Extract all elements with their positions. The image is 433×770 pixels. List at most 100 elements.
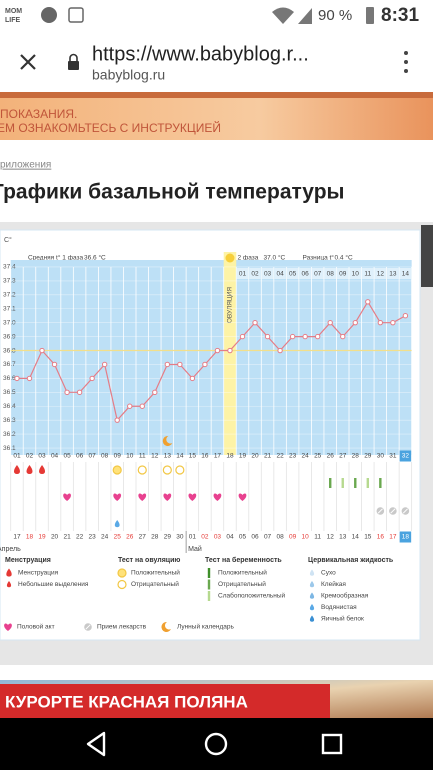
day-label: 12 — [151, 453, 159, 460]
home-button[interactable] — [204, 732, 228, 756]
phase2-day-label: 02 — [251, 271, 259, 278]
phase2-day-cell — [336, 268, 349, 279]
temperature-point — [101, 361, 108, 368]
day-label: 23 — [289, 453, 297, 460]
menu-button[interactable] — [404, 51, 408, 73]
temperature-point — [51, 361, 58, 368]
legend-icon — [161, 621, 171, 632]
diff-value: 0.4 °C — [335, 254, 353, 262]
y-unit: С° — [4, 236, 12, 244]
phase2-day-label: 09 — [339, 271, 347, 278]
date-label: 21 — [63, 534, 71, 541]
y-tick-label: 36.8 — [3, 347, 16, 354]
ovulation-label: ОВУЛЯЦИЯ — [227, 287, 234, 324]
temperature-point — [152, 389, 158, 396]
banner-text: ПОКАЗАНИЯ. — [0, 107, 77, 121]
banner[interactable] — [0, 98, 433, 140]
close-button[interactable] — [20, 54, 36, 70]
phase2-day-label: 04 — [276, 271, 284, 278]
phase1-value: 36.6 °C — [84, 254, 106, 262]
temperature-point — [314, 333, 321, 340]
today-day-box — [399, 450, 412, 462]
day-label: 03 — [38, 453, 46, 460]
day-label: 28 — [352, 453, 360, 460]
day-label: 24 — [302, 453, 310, 460]
y-tick-label: 37.2 — [3, 292, 16, 299]
legend-item: Менструация — [18, 570, 59, 577]
phase2-day-label: 14 — [402, 271, 410, 278]
nav-bar — [0, 718, 433, 770]
phase2-day-cell — [261, 268, 274, 279]
menstruation-mark — [13, 465, 20, 474]
day-label: 20 — [251, 453, 259, 460]
medicine-mark-slash — [402, 508, 408, 514]
temperature-point — [139, 403, 145, 409]
legend-title: Цервикальная жидкость — [308, 557, 394, 564]
date-label: 18 — [26, 534, 34, 541]
sex-mark — [238, 493, 247, 501]
recents-button[interactable] — [321, 733, 343, 755]
medicine-mark-slash — [377, 508, 383, 514]
breadcrumb[interactable]: риложения — [0, 160, 51, 171]
phase1-label: Средняя t° 1 фаза — [28, 254, 84, 262]
temperature-point — [164, 361, 171, 368]
day-label: 21 — [264, 453, 272, 460]
temperature-point — [177, 361, 183, 368]
day-label: 14 — [176, 453, 184, 460]
temperature-point — [402, 313, 409, 319]
diff-label: Разница t° — [303, 254, 335, 262]
phase2-day-label: 01 — [239, 271, 247, 278]
day-label: 22 — [276, 453, 284, 460]
y-tick-label: 36.1 — [3, 445, 16, 452]
legend-item: Кремообразная — [321, 592, 369, 600]
temperature-line — [16, 300, 406, 422]
y-tick-label: 36.6 — [3, 375, 16, 382]
page-title: Графики базальной температуры — [0, 181, 344, 204]
sex-mark — [213, 493, 222, 501]
wifi-icon — [272, 7, 294, 24]
sex-mark — [163, 493, 172, 501]
day-label: 18 — [226, 453, 234, 460]
date-label: 03 — [214, 534, 222, 541]
date-label: 24 — [101, 534, 109, 541]
phase2-day-cell — [362, 268, 374, 279]
app-name: MOM — [5, 8, 22, 15]
date-label: 05 — [239, 534, 247, 541]
day-label: 29 — [364, 453, 372, 460]
day-label: 05 — [63, 453, 71, 460]
clock: 8:31 — [381, 5, 419, 26]
domain: babyblog.ru — [92, 67, 165, 83]
legend-item: Небольшие выделения — [18, 580, 89, 588]
temperature-point — [365, 299, 371, 305]
date-label: 16 — [377, 534, 385, 541]
temperature-point — [189, 375, 196, 382]
date-label: 08 — [276, 534, 284, 541]
temperature-point — [202, 361, 208, 368]
temperature-point — [352, 319, 358, 326]
day-label: 16 — [201, 453, 209, 460]
legend-icon — [309, 581, 315, 588]
temperature-point — [377, 319, 384, 326]
date-label: 06 — [251, 534, 259, 541]
temperature-point — [264, 333, 271, 340]
temperature-point — [327, 319, 333, 326]
ad-banner[interactable] — [0, 684, 330, 718]
day-label: 19 — [239, 453, 247, 460]
legend-title: Менструация — [5, 557, 51, 564]
legend-item: Отрицательный — [131, 580, 179, 588]
temperature-point — [277, 347, 283, 354]
legend-item: Яичный белок — [321, 615, 364, 623]
phase2-day-cell — [236, 268, 249, 279]
legend-item: Водянистая — [321, 604, 357, 611]
date-label: 18 — [402, 534, 410, 541]
legend-item: Отрицательный — [218, 580, 266, 588]
url[interactable]: https://www.babyblog.r... — [92, 43, 309, 65]
day-label: 31 — [389, 453, 397, 460]
date-label: 26 — [126, 534, 134, 541]
scroll-handle — [421, 225, 433, 287]
y-tick-label: 37.0 — [3, 319, 16, 326]
date-label: 17 — [389, 534, 397, 541]
sex-mark — [138, 493, 147, 501]
back-button[interactable] — [86, 731, 106, 757]
legend-icon — [207, 568, 211, 578]
